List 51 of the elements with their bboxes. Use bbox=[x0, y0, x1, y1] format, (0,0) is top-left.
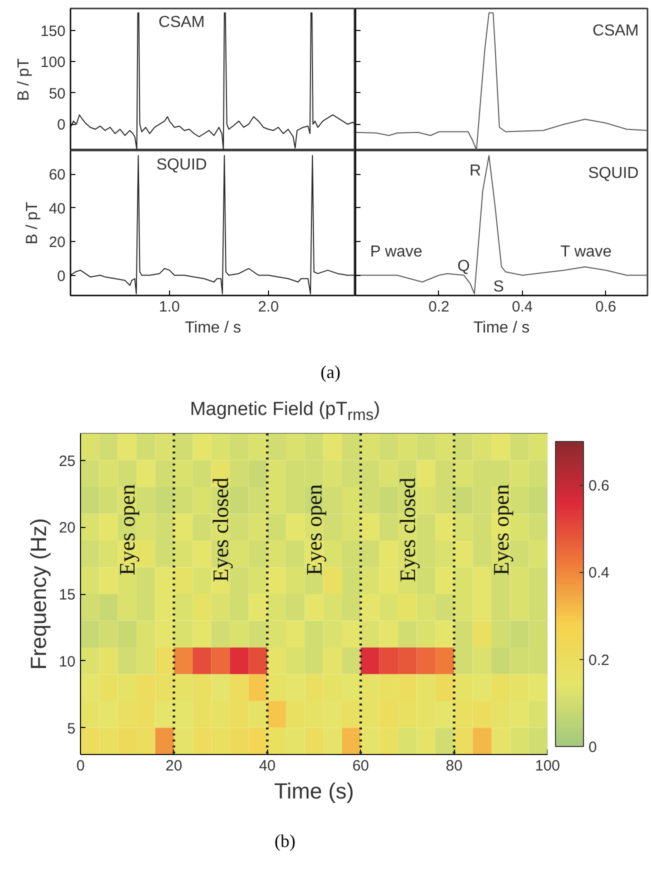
x-tick-label: 1.0 bbox=[159, 298, 180, 316]
x-tick-label: 2.0 bbox=[258, 298, 279, 316]
y-tick-label: 10 bbox=[58, 653, 76, 670]
y-tick-label: 150 bbox=[40, 22, 66, 40]
x-axis-title: Time (s) bbox=[274, 778, 354, 804]
y-tick-label: 5 bbox=[67, 720, 76, 738]
y-tick-label: 0 bbox=[57, 116, 66, 134]
y-tick-label: 60 bbox=[48, 166, 66, 184]
y-axis-title: Frequency (Hz) bbox=[26, 518, 51, 670]
series-label: SQUID bbox=[156, 156, 207, 174]
annotation: T wave bbox=[560, 244, 612, 260]
annotation: Eyes open bbox=[114, 484, 140, 576]
y-tick-label: 20 bbox=[58, 520, 76, 537]
annotation: Eyes closed bbox=[394, 478, 420, 582]
color-bar-label: 0 bbox=[588, 739, 597, 756]
text: SQUID bbox=[588, 165, 639, 182]
annotation: Q bbox=[457, 258, 470, 275]
color-bar-label: 0.2 bbox=[588, 652, 610, 669]
x-axis-title: Time / s bbox=[184, 320, 242, 336]
text: CSAM bbox=[592, 22, 639, 40]
x-tick-label: 100 bbox=[534, 758, 560, 774]
y-axis-title: B / pT bbox=[24, 201, 41, 244]
x-tick-label: 40 bbox=[258, 758, 276, 774]
color-bar-label: 0.6 bbox=[588, 478, 610, 495]
color-bar-label: 0.4 bbox=[588, 564, 610, 582]
annotation: P wave bbox=[370, 244, 422, 260]
annotation: Eyes open bbox=[488, 484, 514, 576]
y-tick-label: 20 bbox=[48, 234, 66, 252]
y-tick-label: 50 bbox=[48, 85, 66, 102]
y-axis-title: B / pT bbox=[15, 58, 32, 101]
y-tick-label: 100 bbox=[40, 54, 66, 72]
annotation: Eyes open bbox=[302, 484, 326, 576]
x-axis-title: Time / s bbox=[473, 320, 530, 336]
y-tick-label: 0 bbox=[57, 268, 66, 285]
text: (b) bbox=[274, 830, 296, 853]
y-tick-label: 25 bbox=[58, 452, 76, 470]
y-tick-label: 40 bbox=[48, 200, 66, 218]
chart-title: Magnetic Field (pT$_{rms}$) bbox=[188, 398, 382, 426]
y-tick-label: 15 bbox=[58, 586, 76, 604]
x-tick-label: 60 bbox=[352, 758, 370, 774]
text: (a) bbox=[320, 361, 342, 384]
series-label: CSAM bbox=[158, 14, 205, 32]
x-tick-label: 0.2 bbox=[428, 298, 450, 316]
annotation: R bbox=[469, 162, 482, 180]
annotation: S bbox=[493, 278, 504, 296]
annotation: Eyes closed bbox=[208, 478, 234, 582]
x-tick-label: 20 bbox=[166, 758, 182, 774]
line-series bbox=[70, 12, 355, 150]
x-tick-label: 0.4 bbox=[512, 298, 533, 316]
x-tick-label: 80 bbox=[446, 758, 462, 774]
x-tick-label: 0.6 bbox=[595, 298, 616, 316]
